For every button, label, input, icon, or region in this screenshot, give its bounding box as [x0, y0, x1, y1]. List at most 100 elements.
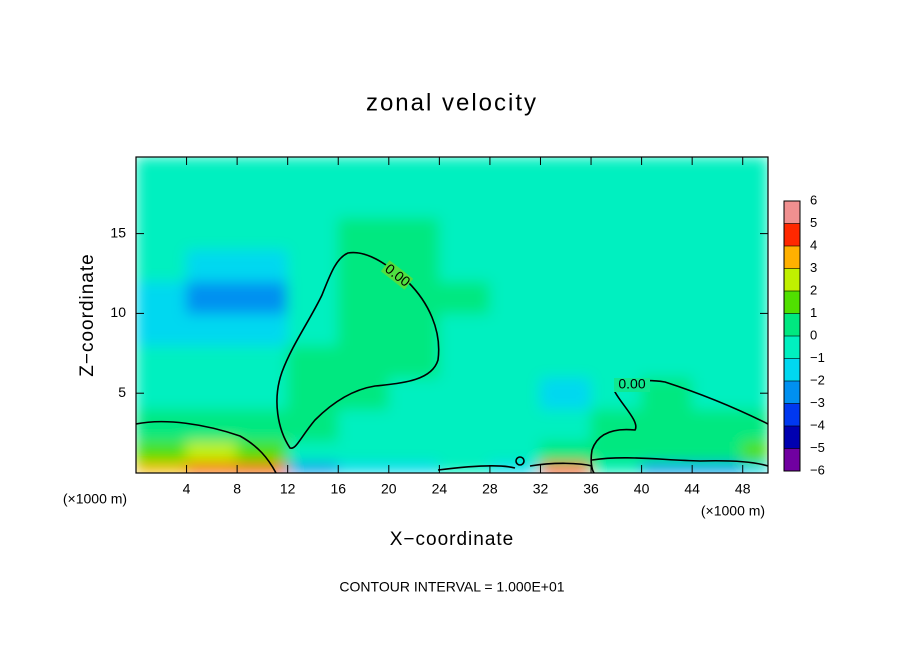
heat-cell [489, 249, 541, 282]
colorbar-label: 0 [810, 327, 817, 342]
heat-cell [388, 185, 440, 219]
y-tick-label: 15 [110, 224, 126, 240]
heat-cell [388, 462, 440, 473]
heat-cell [287, 440, 339, 464]
heat-cell [539, 217, 592, 251]
heat-cell [388, 344, 440, 378]
y-axis-label: Z−coordinate [77, 253, 98, 376]
heat-cell [337, 462, 390, 473]
heat-cell [236, 376, 289, 410]
heat-cell [236, 462, 289, 473]
colorbar-band [784, 268, 800, 291]
chart-title: zonal velocity [366, 89, 538, 116]
heat-cell [287, 376, 339, 410]
heat-cell [236, 185, 289, 219]
x-unit-label: (×1000 m) [63, 491, 127, 507]
heat-cell [236, 280, 289, 314]
heat-cell [337, 440, 390, 464]
field [136, 157, 768, 473]
heat-cell [287, 185, 339, 219]
colorbar-band [784, 426, 800, 449]
heat-cell [489, 157, 541, 187]
heat-cell [287, 217, 339, 251]
heat-cell [287, 312, 339, 346]
colorbar-label: −2 [810, 372, 825, 387]
heat-cell [438, 376, 491, 410]
x-tick-label: 48 [735, 481, 751, 497]
plot-frame [135, 156, 769, 474]
heat-cell [641, 440, 693, 464]
footer: CONTOUR INTERVAL = 1.000E+01 [339, 579, 564, 595]
heat-cell [691, 217, 744, 251]
heat-cell [287, 462, 339, 473]
heat-cell [489, 185, 541, 219]
heat-cell [337, 376, 390, 410]
heat-cell [489, 217, 541, 251]
x-tick-label: 20 [381, 481, 397, 497]
heat-cell [186, 157, 238, 187]
heat-cell [186, 249, 238, 282]
colorbar-label: 3 [810, 260, 817, 275]
heat-cell [539, 440, 592, 464]
heat-cell [641, 408, 693, 442]
heat-cell [186, 217, 238, 251]
heat-cell [186, 440, 238, 464]
x-tick-label: 12 [280, 481, 296, 497]
heat-cell [691, 312, 744, 346]
heat-cell [136, 157, 188, 187]
heat-cell [539, 157, 592, 187]
contour-line [515, 456, 525, 466]
heat-cell [641, 344, 693, 378]
heat-cell [539, 462, 592, 473]
heat-cell [539, 249, 592, 282]
heat-cell [186, 376, 238, 410]
heat-cell [287, 249, 339, 282]
heat-cell [539, 408, 592, 442]
heat-cell [590, 249, 643, 282]
heat-cell [136, 440, 188, 464]
colorbar-label: −4 [810, 417, 825, 432]
heat-cell [691, 408, 744, 442]
heat-cell [641, 462, 693, 473]
contour-line [136, 420, 277, 473]
contour-label-bg [614, 378, 650, 392]
heat-cell [590, 185, 643, 219]
x-tick-label: 36 [583, 481, 599, 497]
heat-cell [438, 312, 491, 346]
colorbar-band [784, 448, 800, 471]
heat-cell [590, 280, 643, 314]
heat-cell [489, 344, 541, 378]
contour-line [437, 462, 593, 471]
heat-cell [489, 408, 541, 442]
contour-label: 0.00 [618, 376, 645, 392]
heat-cell [438, 217, 491, 251]
heat-cell [590, 462, 643, 473]
heat-cell [136, 462, 188, 473]
heat-cell [438, 344, 491, 378]
heat-cell [539, 312, 592, 346]
heat-cell [337, 157, 390, 187]
heat-cell [590, 157, 643, 187]
colorbar-band [784, 201, 800, 224]
heat-cell [236, 249, 289, 282]
heat-cell [388, 440, 440, 464]
x-tick-label: 16 [330, 481, 346, 497]
contour-label-bg [380, 260, 414, 290]
colorbar: −6 −5 −4 −3 −2 −1 0 1 2 3 4 5 6 [783, 192, 825, 477]
x-axis-label: X−coordinate [390, 529, 515, 550]
colorbar-label: 1 [810, 305, 817, 320]
heat-cell [641, 249, 693, 282]
colorbar-label: 6 [810, 192, 817, 207]
colorbar-label: 2 [810, 282, 817, 297]
heat-cell [136, 344, 188, 378]
heat-cell [641, 217, 693, 251]
heat-cell [287, 157, 339, 187]
heat-cell [136, 280, 188, 314]
heat-cell [691, 440, 744, 464]
heat-cell [388, 280, 440, 314]
heat-cell [337, 217, 390, 251]
heat-cell [590, 408, 643, 442]
heat-cell [236, 217, 289, 251]
